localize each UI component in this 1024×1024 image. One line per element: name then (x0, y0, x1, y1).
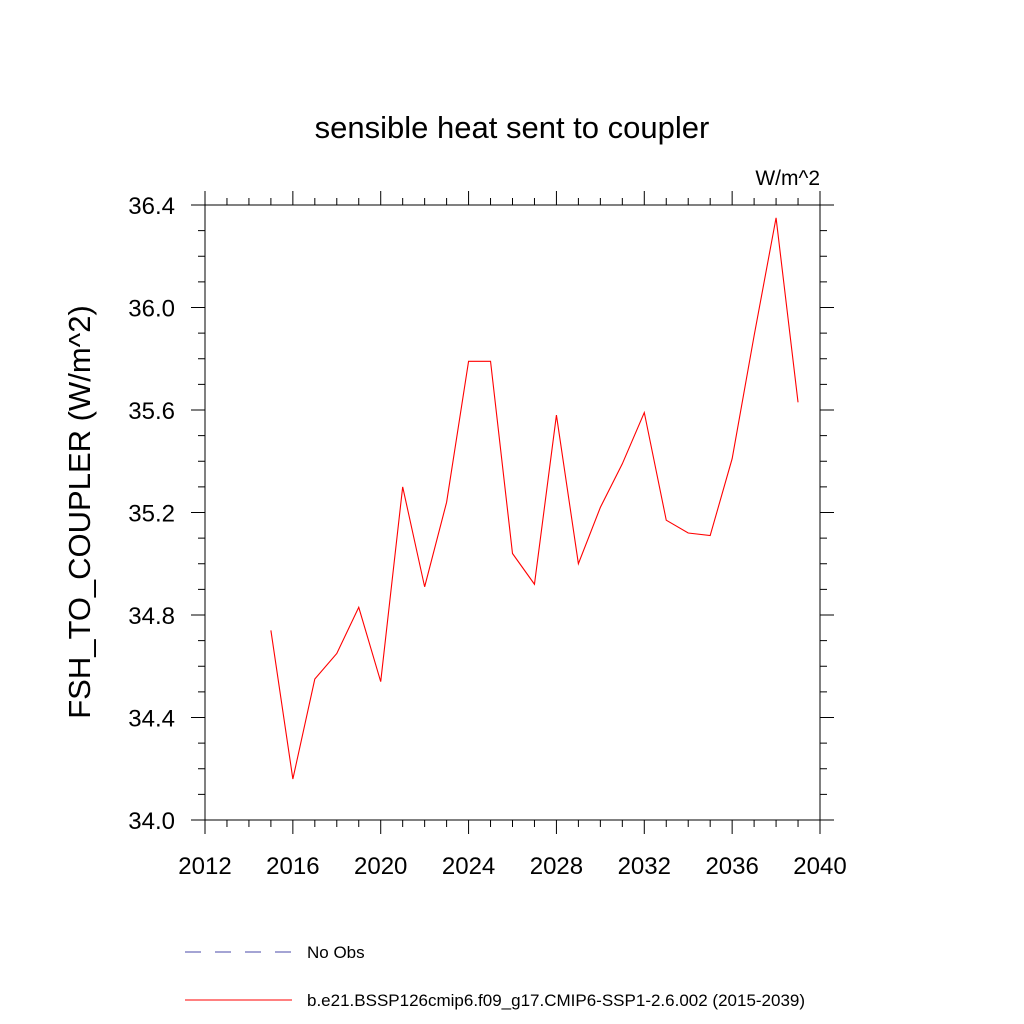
x-tick-label: 2012 (178, 853, 231, 880)
x-tick-label: 2020 (354, 853, 407, 880)
series-line (270, 217, 799, 780)
y-tick-label: 34.0 (128, 808, 175, 835)
x-axis: 2012 2016 2020 2024 2028 2032 2036 2040 (178, 191, 847, 880)
y-tick-label: 34.8 (128, 603, 175, 630)
x-tick-label: 2024 (442, 853, 495, 880)
y-axis-label: FSH_TO_COUPLER (W/m^2) (62, 305, 97, 719)
x-tick-label: 2028 (530, 853, 583, 880)
legend-label: b.e21.BSSP126cmip6.f09_g17.CMIP6-SSP1-2.… (307, 991, 805, 1010)
y-tick-label: 34.4 (128, 706, 175, 733)
units-label: W/m^2 (755, 167, 820, 190)
legend-label: No Obs (307, 943, 365, 962)
y-tick-label: 35.2 (128, 501, 175, 528)
plot-frame (204, 204, 821, 821)
x-tick-label: 2040 (793, 853, 846, 880)
y-tick-label: 36.0 (128, 296, 175, 323)
y-tick-label: 36.4 (128, 193, 175, 220)
x-tick-label: 2016 (266, 853, 319, 880)
legend: No Obs b.e21.BSSP126cmip6.f09_g17.CMIP6-S… (185, 943, 805, 1010)
y-axis: 34.0 34.4 34.8 35.2 35.6 36.0 36.4 (128, 193, 834, 835)
series-layer (270, 217, 799, 780)
x-tick-label: 2036 (705, 853, 758, 880)
chart-title: sensible heat sent to coupler (315, 110, 710, 145)
x-tick-label: 2032 (618, 853, 671, 880)
y-tick-label: 35.6 (128, 398, 175, 425)
